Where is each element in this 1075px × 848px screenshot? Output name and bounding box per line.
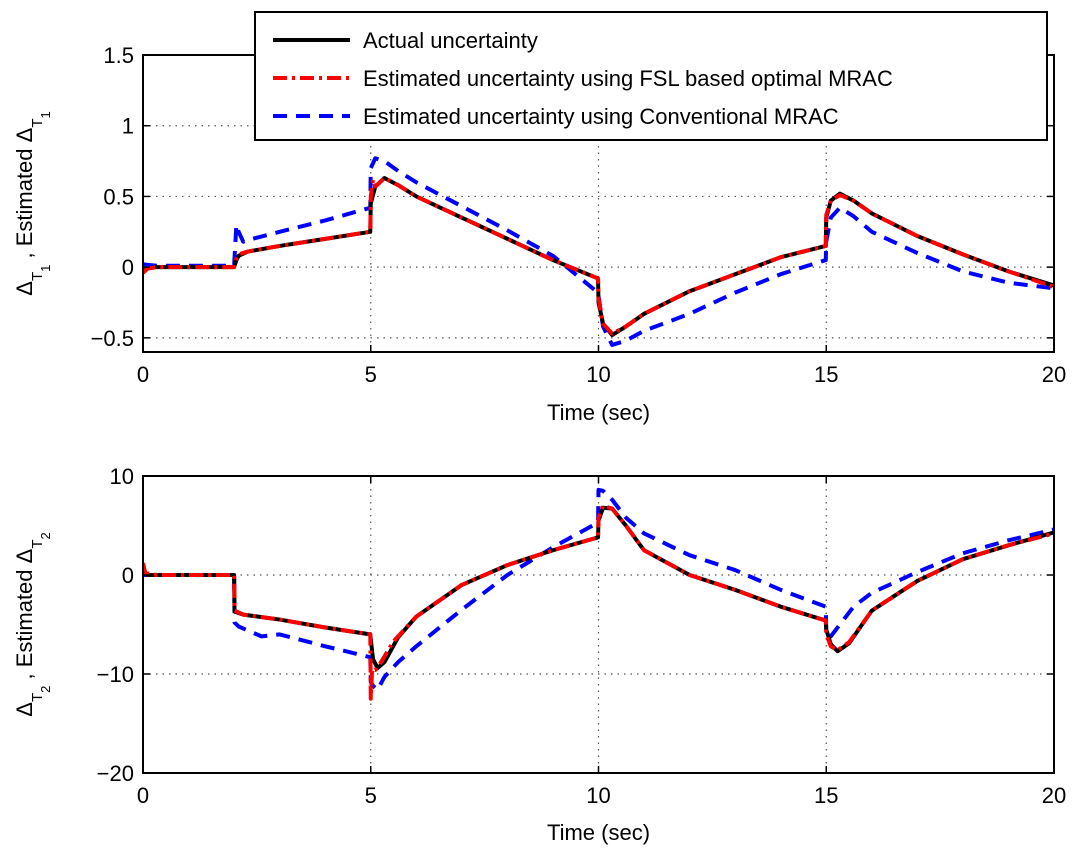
y-tick-label: −20 — [97, 761, 134, 786]
x-tick-label: 15 — [814, 362, 838, 387]
legend-label-fsl: Estimated uncertainty using FSL based op… — [363, 66, 893, 91]
y-axis-label-part: T — [29, 118, 46, 127]
y-tick-label: 0 — [122, 563, 134, 588]
series-line-conventional — [143, 156, 1054, 347]
y-tick-label: −0.5 — [91, 326, 134, 351]
y-tick-label: 10 — [110, 464, 134, 489]
x-tick-label: 5 — [365, 362, 377, 387]
legend-label-conventional: Estimated uncertainty using Conventional… — [363, 104, 839, 129]
y-tick-label: −10 — [97, 662, 134, 687]
y-axis-label-part: T — [29, 539, 46, 548]
y-axis-label-part: T — [29, 693, 46, 702]
x-tick-label: 20 — [1042, 783, 1066, 808]
y-axis-label-part: T — [29, 272, 46, 281]
y-axis-label-part: Δ — [12, 281, 37, 296]
legend: Actual uncertainty Estimated uncertainty … — [254, 11, 1048, 141]
series-line-fsl — [143, 503, 1054, 701]
y-axis-label-part: 2 — [38, 532, 53, 539]
x-tick-label: 10 — [586, 783, 610, 808]
y-axis-label: ΔT2 , Estimated ΔT2 — [12, 532, 53, 716]
x-tick-label: 5 — [365, 783, 377, 808]
series-line-conventional — [143, 487, 1054, 692]
y-axis-label-part: Δ — [12, 702, 37, 717]
y-tick-label: 0 — [122, 255, 134, 280]
y-axis-label-part: , Estimated Δ — [12, 548, 37, 685]
x-tick-label: 20 — [1042, 362, 1066, 387]
y-axis-label: ΔT1 , Estimated ΔT1 — [12, 111, 53, 295]
y-tick-label: 1 — [122, 114, 134, 139]
legend-box — [254, 11, 1048, 141]
y-axis-label-part: 1 — [38, 265, 53, 272]
series-line-fsl — [143, 176, 1054, 336]
y-tick-label: 1.5 — [103, 43, 134, 68]
x-tick-label: 15 — [814, 783, 838, 808]
legend-label-actual: Actual uncertainty — [363, 28, 538, 53]
y-axis-label-part: 1 — [38, 111, 53, 118]
y-tick-label: 0.5 — [103, 184, 134, 209]
x-tick-label: 10 — [586, 362, 610, 387]
x-tick-label: 0 — [137, 783, 149, 808]
x-axis-label: Time (sec) — [547, 820, 650, 845]
x-axis-label: Time (sec) — [547, 400, 650, 425]
y-axis-label-part: , Estimated Δ — [12, 127, 37, 264]
y-axis-label-part: 2 — [38, 686, 53, 693]
x-tick-label: 0 — [137, 362, 149, 387]
